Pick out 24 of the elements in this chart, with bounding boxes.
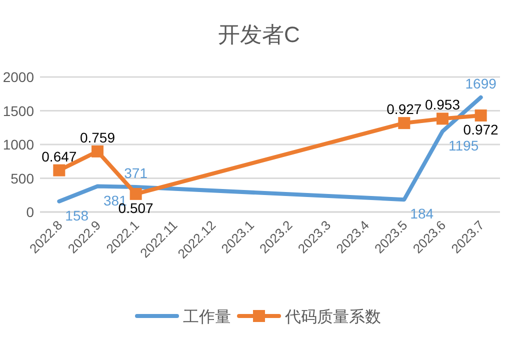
data-label: 371 [124,164,148,181]
data-label: 0.647 [42,148,77,164]
chart-title: 开发者C [218,22,300,47]
data-label: 0.972 [463,121,499,138]
y-tick-label: 2000 [2,69,34,85]
point [53,164,66,176]
point [436,112,448,125]
data-label: 1195 [448,137,479,154]
legend-label: 工作量 [183,309,231,326]
point [130,188,142,200]
data-label: 0.953 [424,96,460,113]
point [398,117,410,130]
y-tick-label: 1000 [2,136,34,152]
legend-label: 代码质量系数 [284,308,381,326]
y-tick-label: 1500 [2,102,34,119]
data-label: 0.927 [386,101,422,118]
data-label: 0.759 [80,129,116,146]
point [92,145,104,158]
y-tick-label: 0 [26,204,34,220]
data-label: 1699 [465,75,497,92]
data-label: 184 [410,206,434,222]
data-label: 158 [65,207,89,224]
point [474,109,487,122]
y-tick-label: 500 [10,170,34,186]
